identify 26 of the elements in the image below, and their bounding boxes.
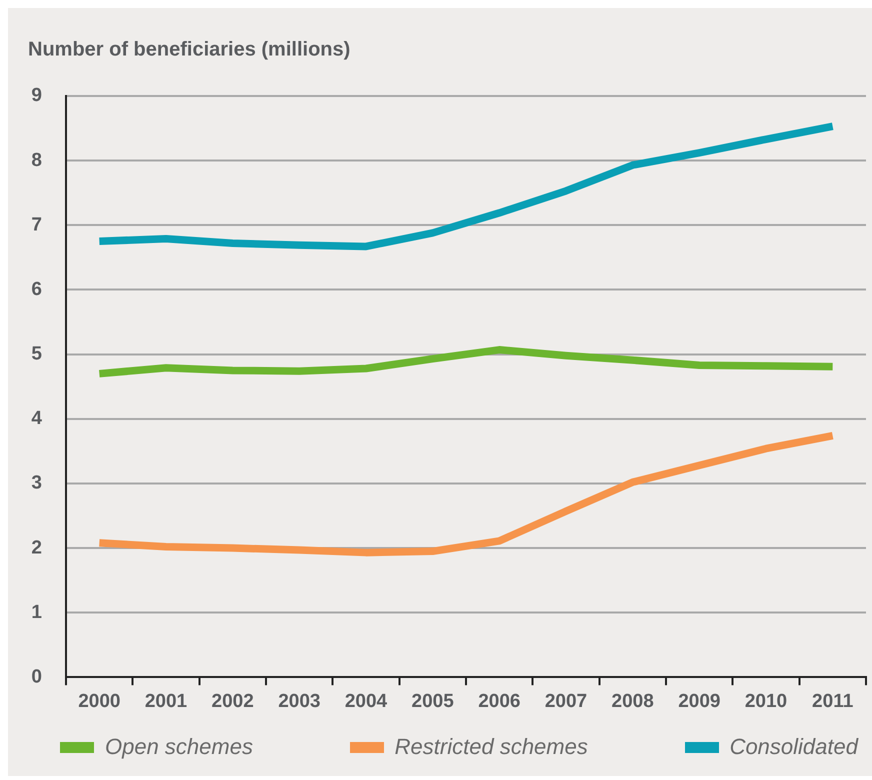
x-tick-label: 2005 <box>412 690 454 712</box>
x-tick-label: 2002 <box>212 690 254 712</box>
legend-label: Open schemes <box>105 734 253 760</box>
x-tick-label: 2001 <box>144 690 188 712</box>
x-tick-label: 2003 <box>278 690 320 712</box>
x-tick-label: 2007 <box>544 690 588 712</box>
y-tick-label: 1 <box>31 602 42 623</box>
x-tick-label: 2009 <box>678 690 720 712</box>
x-tick-label: 2010 <box>744 690 788 712</box>
x-tick-label: 2008 <box>612 690 654 712</box>
y-tick-label: 2 <box>31 537 42 558</box>
y-tick-label: 9 <box>31 85 42 106</box>
legend-label: Consolidated <box>730 734 858 760</box>
y-tick-label: 8 <box>31 150 42 171</box>
chart-title: Number of beneficiaries (millions) <box>28 38 350 61</box>
y-tick-label: 6 <box>31 278 42 300</box>
y-tick-label: 0 <box>31 666 42 688</box>
legend-label: Restricted schemes <box>394 734 588 760</box>
y-tick-label: 3 <box>31 472 42 494</box>
x-tick-label: 2004 <box>344 690 388 712</box>
y-tick-label: 4 <box>31 408 42 430</box>
x-tick-label: 2011 <box>812 690 854 712</box>
x-tick-label: 2006 <box>478 690 520 712</box>
y-tick-label: 5 <box>31 344 42 365</box>
x-tick-label: 2000 <box>78 690 120 712</box>
y-tick-label: 7 <box>31 214 42 236</box>
